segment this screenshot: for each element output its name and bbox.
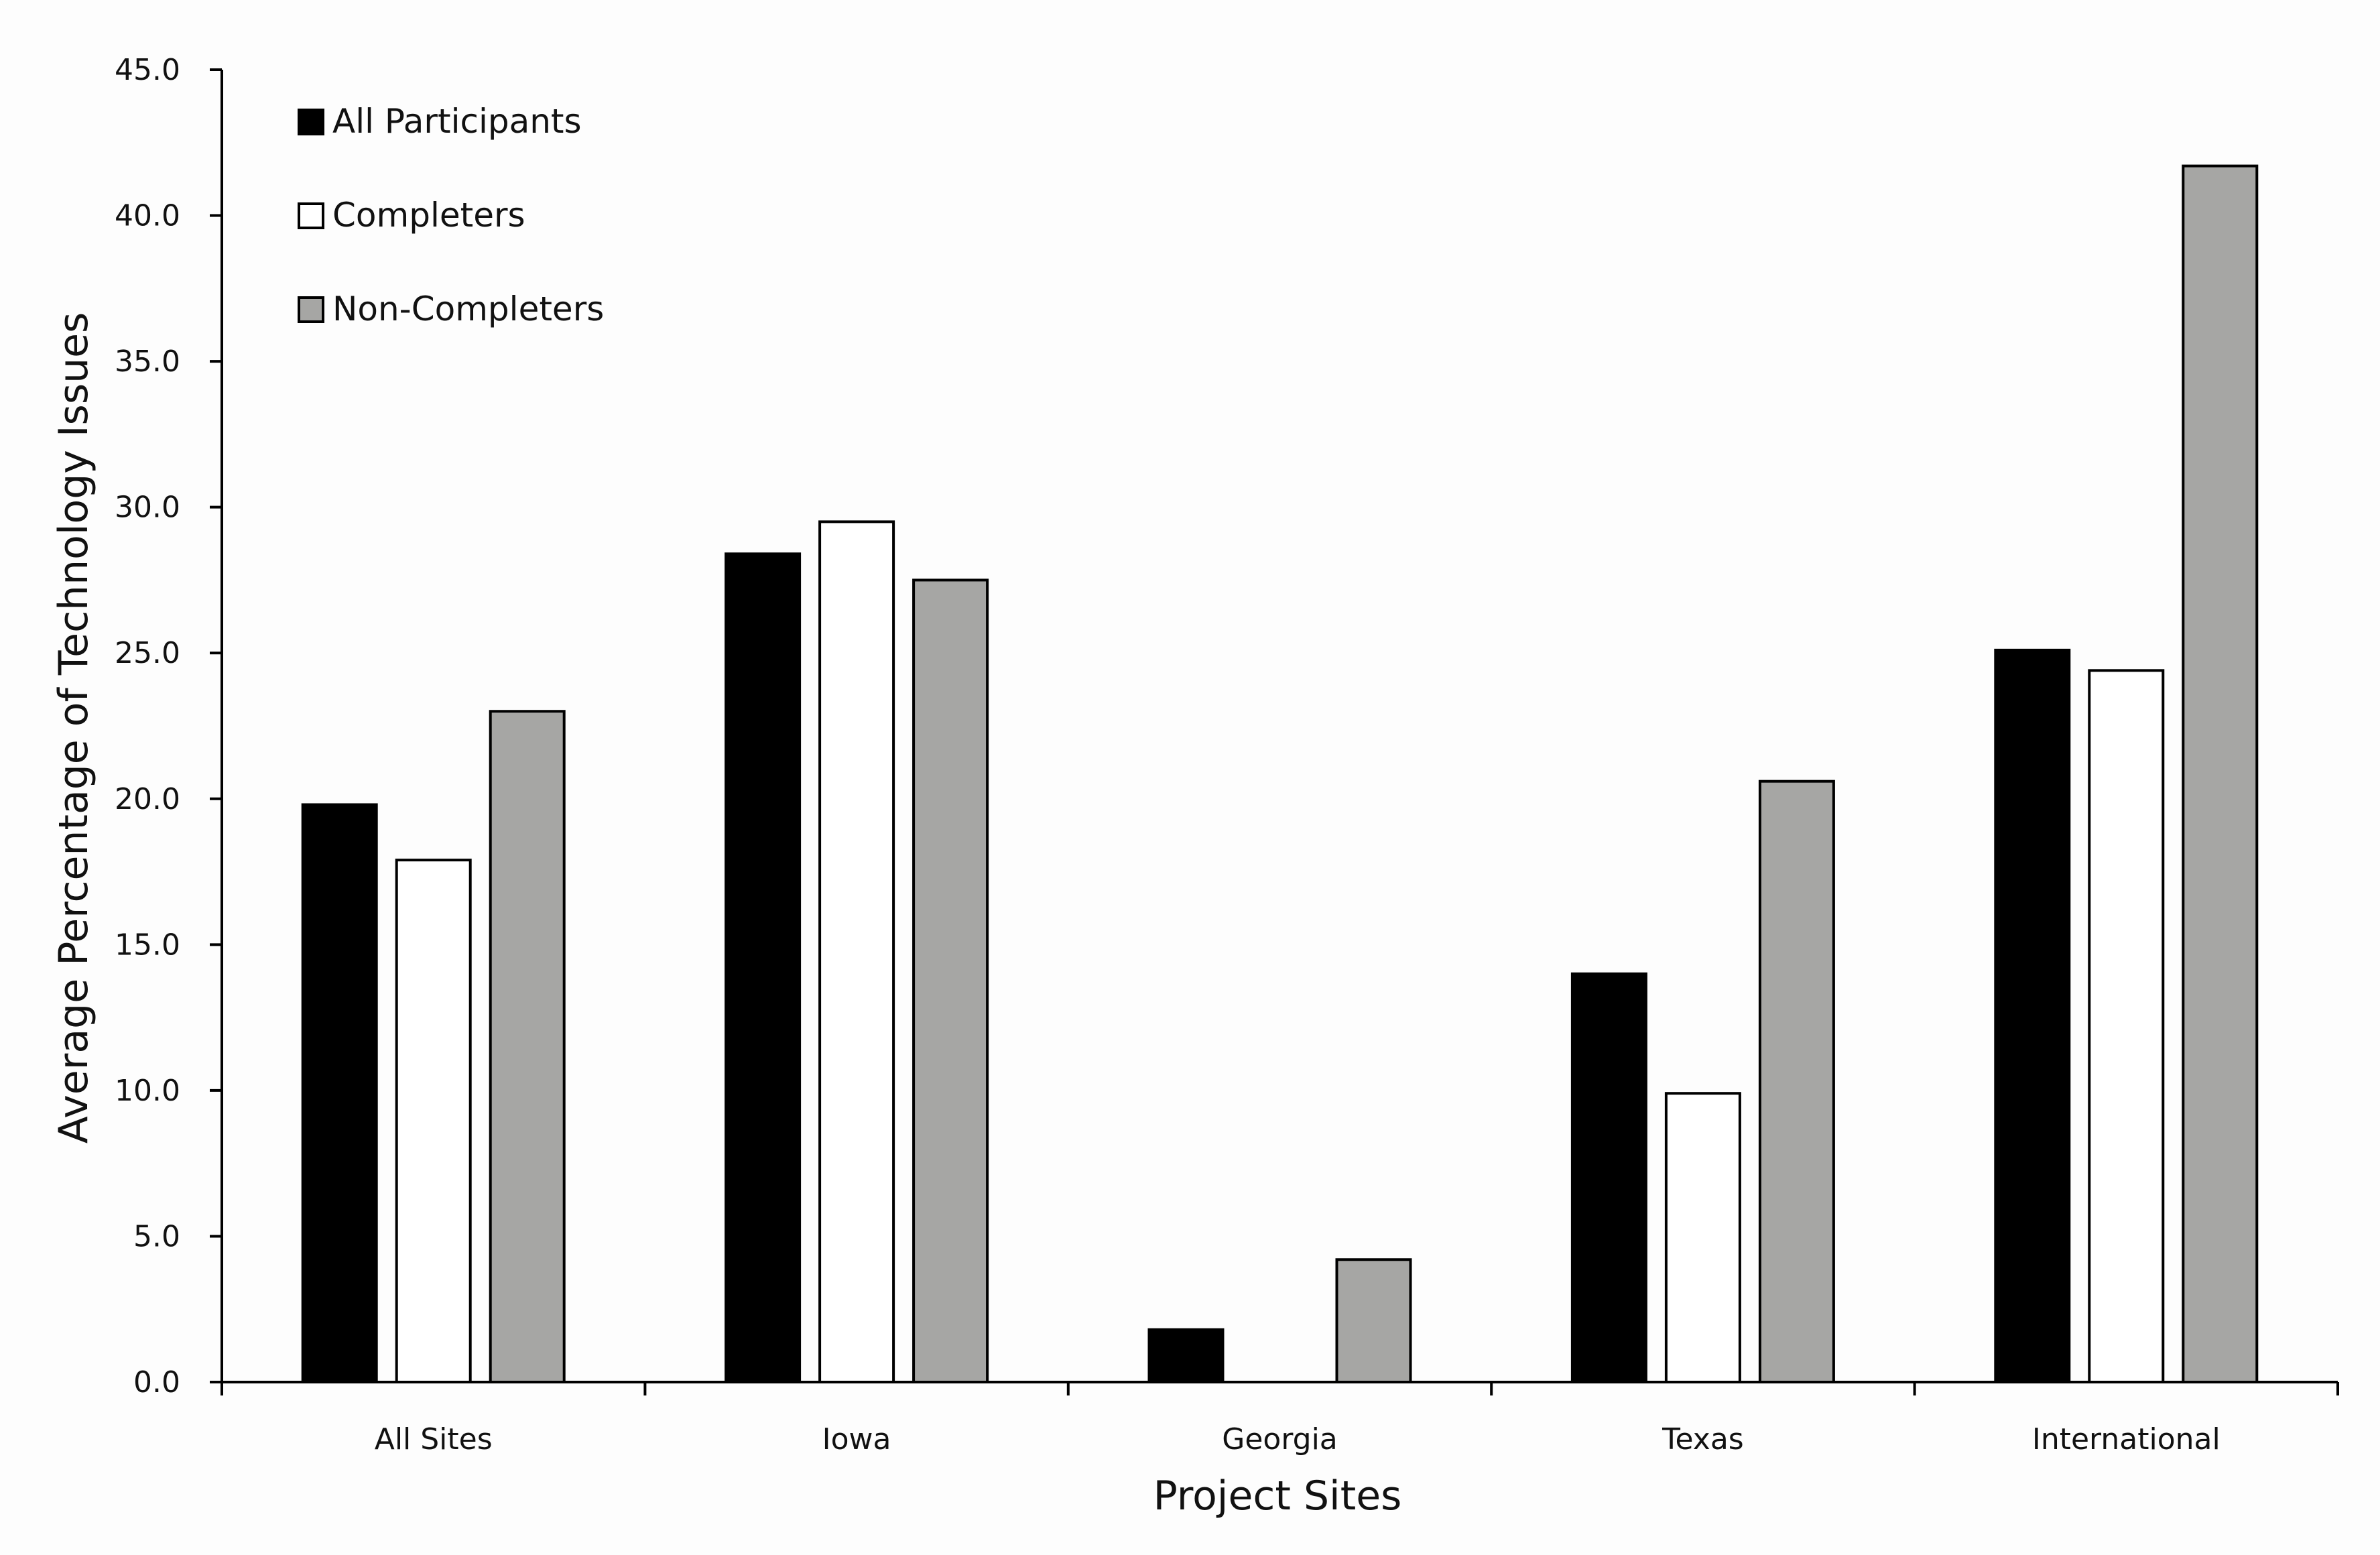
y-axis: 0.0 5.0 10.0 15.0 20.0 25.0 30.0 35.0 40.0 45.0 [115, 53, 223, 1400]
bar-completers-all-sites [395, 859, 472, 1383]
y-tick-label: 45.0 [115, 53, 180, 87]
x-tick-label: International [2032, 1422, 2220, 1456]
legend-label: Completers [332, 196, 525, 235]
x-axis: All Sites Iowa Georgia Texas International [221, 1381, 2339, 1456]
bar-completers-international [2088, 669, 2165, 1384]
y-tick-label: 0.0 [133, 1365, 180, 1400]
bar-all-participants-iowa [725, 552, 802, 1383]
bars [301, 164, 2259, 1384]
y-tick-label: 15.0 [115, 928, 180, 962]
x-tick-label: All Sites [375, 1422, 493, 1456]
bar-all-participants-texas [1570, 972, 1647, 1384]
legend-swatch [298, 202, 324, 229]
y-tick-label: 5.0 [133, 1219, 180, 1253]
x-tick-label: Iowa [822, 1422, 891, 1456]
legend-label: All Participants [332, 102, 582, 141]
x-tick-label: Georgia [1222, 1422, 1338, 1456]
y-tick-label: 40.0 [115, 199, 180, 233]
bar-completers-texas [1664, 1092, 1741, 1383]
bar-non-completers-georgia [1335, 1258, 1412, 1383]
bar-completers-iowa [818, 520, 895, 1383]
legend-swatch [298, 109, 324, 135]
legend-swatch [298, 296, 324, 323]
y-tick-label: 25.0 [115, 636, 180, 670]
bar-all-participants-international [1994, 648, 2071, 1383]
bar-non-completers-texas [1758, 780, 1835, 1384]
bar-non-completers-international [2182, 164, 2259, 1383]
legend: All Participants Completers Non-Completers [298, 102, 604, 328]
x-axis-title: Project Sites [1153, 1473, 1402, 1519]
y-axis-title: Average Percentage of Technology Issues [50, 312, 97, 1144]
bar-all-participants-all-sites [301, 803, 378, 1383]
y-tick-label: 30.0 [115, 491, 180, 525]
x-tick-label: Texas [1662, 1422, 1744, 1456]
y-tick-label: 20.0 [115, 782, 180, 816]
bar-non-completers-iowa [912, 578, 989, 1383]
bar-all-participants-georgia [1147, 1328, 1225, 1384]
y-tick-label: 10.0 [115, 1074, 180, 1108]
legend-label: Non-Completers [332, 290, 604, 328]
bar-non-completers-all-sites [489, 710, 566, 1383]
y-tick-label: 35.0 [115, 345, 180, 379]
